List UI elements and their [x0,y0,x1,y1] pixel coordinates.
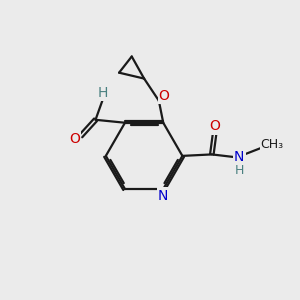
Text: N: N [234,150,244,164]
Text: O: O [69,132,80,146]
Text: N: N [158,188,168,203]
Text: O: O [159,89,170,103]
Text: O: O [209,119,220,134]
Text: CH₃: CH₃ [261,138,284,151]
Text: H: H [98,86,108,100]
Text: H: H [235,164,244,177]
